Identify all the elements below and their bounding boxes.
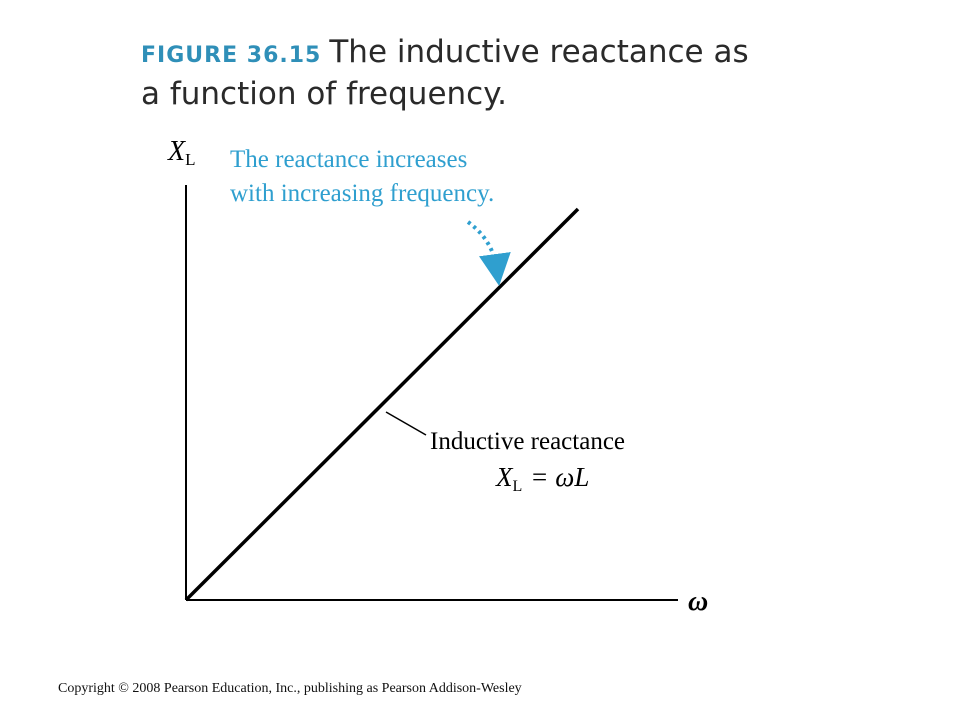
trend-note-line2: with increasing frequency. <box>230 180 494 207</box>
reactance-line <box>184 207 580 602</box>
line-label: Inductive reactance <box>430 428 625 455</box>
x-axis-label: ω <box>688 586 708 617</box>
figure-number: FIGURE 36.15 <box>141 43 322 68</box>
y-axis-symbol: X <box>167 136 186 167</box>
formula-subscript: L <box>513 478 523 495</box>
callout-leader <box>385 411 427 436</box>
trend-note-line1: The reactance increases <box>230 146 467 173</box>
y-axis-label: XL <box>167 136 196 169</box>
trend-arrow <box>466 220 511 286</box>
line-formula: XL = ωL <box>495 462 589 495</box>
formula-rhs: = ωL <box>530 462 589 492</box>
formula-symbol: X <box>495 462 514 492</box>
figure-caption: The inductive reactance as a function of… <box>141 34 749 112</box>
trend-note: The reactance increases with increasing … <box>230 146 494 207</box>
copyright-notice: Copyright © 2008 Pearson Education, Inc.… <box>58 681 522 696</box>
y-axis-subscript: L <box>185 150 195 169</box>
figure-title: FIGURE 36.15 The inductive reactance as a… <box>141 33 761 114</box>
